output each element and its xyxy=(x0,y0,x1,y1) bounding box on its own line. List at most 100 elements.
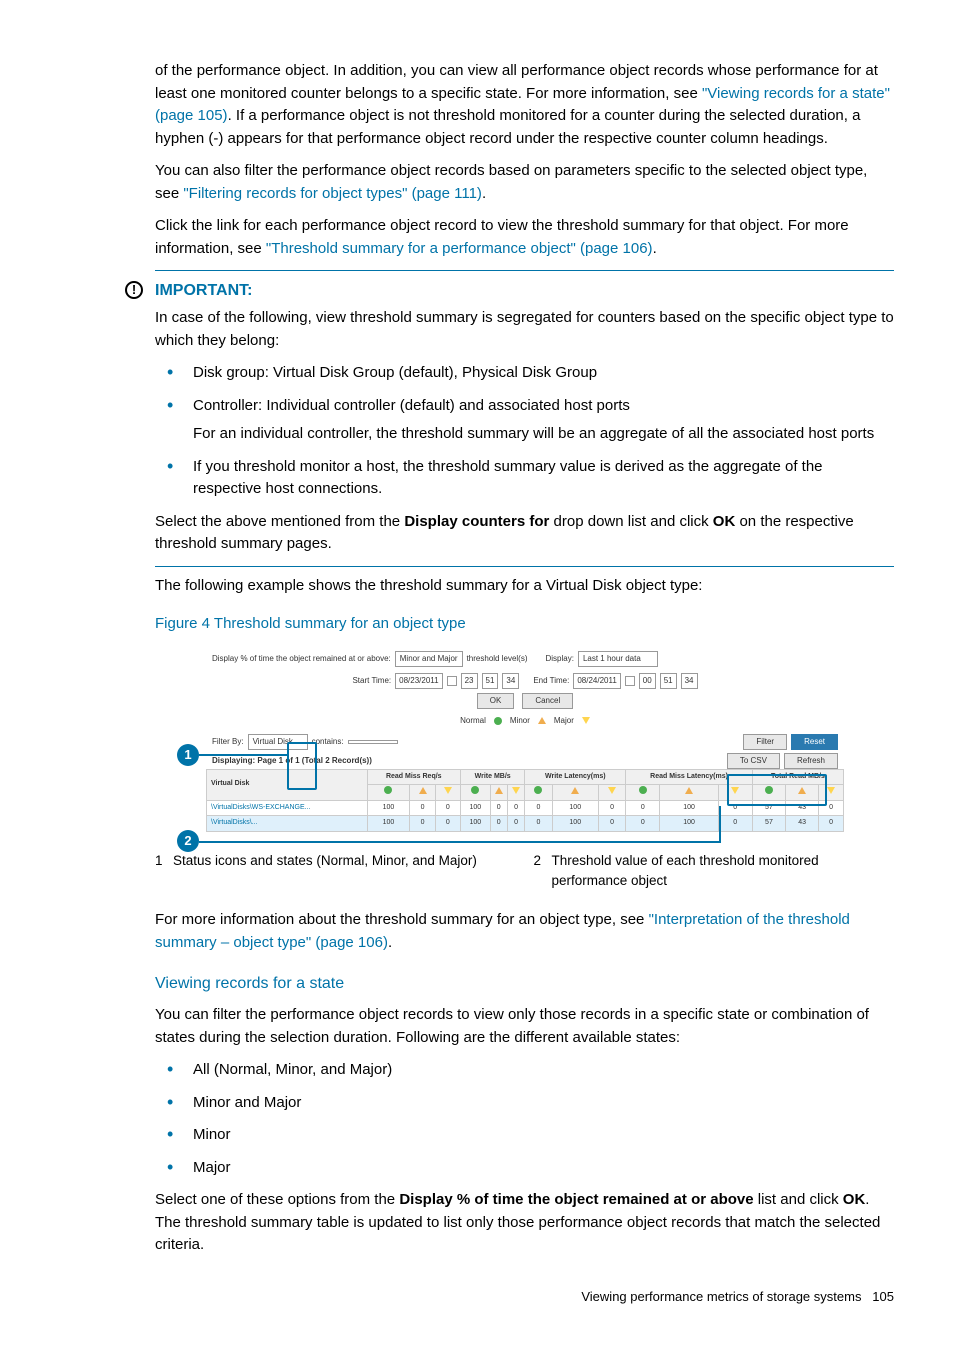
legend-num: 2 xyxy=(534,851,546,892)
paragraph: Select one of these options from the Dis… xyxy=(155,1189,894,1257)
select[interactable]: Minor and Major xyxy=(395,651,463,667)
cell: 43 xyxy=(786,816,819,832)
time-input[interactable]: 34 xyxy=(502,673,519,689)
refresh-button[interactable]: Refresh xyxy=(784,753,838,769)
normal-icon xyxy=(494,717,502,725)
cell: 0 xyxy=(718,816,752,832)
legend-minor: Minor xyxy=(510,715,530,727)
ok-button[interactable]: OK xyxy=(477,693,515,709)
filter-select[interactable]: Virtual Disk xyxy=(248,734,308,750)
col-group: Total Read MB/s xyxy=(752,769,843,785)
paragraph: You can filter the performance object re… xyxy=(155,1004,894,1049)
cell: 0 xyxy=(819,816,844,832)
list-item: Controller: Individual controller (defau… xyxy=(155,395,894,446)
cell: 0 xyxy=(718,800,752,816)
text: For more information about the threshold… xyxy=(155,911,649,928)
text: list and click xyxy=(754,1191,843,1208)
link-filtering-records[interactable]: "Filtering records for object types" (pa… xyxy=(183,185,482,202)
list-item: Major xyxy=(155,1157,894,1180)
cell: 0 xyxy=(525,800,552,816)
normal-icon xyxy=(639,786,647,794)
cell: 0 xyxy=(490,800,507,816)
text: Controller: Individual controller (defau… xyxy=(193,397,630,414)
divider xyxy=(155,270,894,271)
callout-line xyxy=(199,754,287,756)
states-list: All (Normal, Minor, and Major) Minor and… xyxy=(155,1059,894,1179)
cell: 57 xyxy=(752,816,785,832)
cell: 0 xyxy=(525,816,552,832)
paragraph: of the performance object. In addition, … xyxy=(155,60,894,150)
filter-button[interactable]: Filter xyxy=(743,734,787,750)
paragraph: Select the above mentioned from the Disp… xyxy=(155,511,894,556)
cell: 0 xyxy=(435,800,460,816)
cell: 0 xyxy=(435,816,460,832)
csv-button[interactable]: To CSV xyxy=(727,753,780,769)
time-input[interactable]: 51 xyxy=(660,673,677,689)
normal-icon xyxy=(471,786,479,794)
label: Display % of time the object remained at… xyxy=(212,653,391,665)
callout-2: 2 xyxy=(177,830,199,852)
page-footer: Viewing performance metrics of storage s… xyxy=(60,1287,894,1307)
cell: 100 xyxy=(461,800,491,816)
label: Start Time: xyxy=(352,675,391,687)
contains-input[interactable] xyxy=(348,740,398,744)
figure-threshold-summary: 1 2 Display % of time the object remaine… xyxy=(205,646,845,833)
reset-button[interactable]: Reset xyxy=(791,734,838,750)
time-input[interactable]: 23 xyxy=(461,673,478,689)
minor-icon xyxy=(798,787,806,794)
major-icon xyxy=(582,717,590,724)
paragraph: For more information about the threshold… xyxy=(155,909,894,954)
date-input[interactable]: 08/23/2011 xyxy=(395,673,442,689)
important-intro: In case of the following, view threshold… xyxy=(155,307,894,352)
link-threshold-summary[interactable]: "Threshold summary for a performance obj… xyxy=(266,240,653,257)
col-group: Write MB/s xyxy=(461,769,525,785)
label: threshold level(s) xyxy=(467,653,528,665)
cell: 100 xyxy=(552,816,598,832)
major-icon xyxy=(608,787,616,794)
calendar-icon[interactable] xyxy=(447,676,457,686)
row-link[interactable]: \VirtualDisks\WS-EXCHANGE... xyxy=(207,800,368,816)
major-icon xyxy=(512,787,520,794)
table-row: \VirtualDisks\WS-EXCHANGE...100001000001… xyxy=(207,800,844,816)
list-item: Minor and Major xyxy=(155,1092,894,1115)
cell: 0 xyxy=(819,800,844,816)
minor-icon xyxy=(538,717,546,724)
row-link[interactable]: \VirtualDisks\... xyxy=(207,816,368,832)
cell: 100 xyxy=(660,816,718,832)
important-icon: ! xyxy=(125,281,143,299)
legend-num: 1 xyxy=(155,851,167,892)
paragraph: You can also filter the performance obje… xyxy=(155,160,894,205)
label: Filter By: xyxy=(212,736,244,748)
cell: 100 xyxy=(552,800,598,816)
minor-icon xyxy=(571,787,579,794)
figure-title: Figure 4 Threshold summary for an object… xyxy=(155,613,894,636)
figure-legend: 1Status icons and states (Normal, Minor,… xyxy=(155,851,894,892)
important-block: ! IMPORTANT: In case of the following, v… xyxy=(60,279,894,556)
cell: 0 xyxy=(410,800,435,816)
page-number: 105 xyxy=(872,1289,894,1304)
bold-text: OK xyxy=(713,513,736,530)
text: . If a performance object is not thresho… xyxy=(155,107,860,147)
list-item: All (Normal, Minor, and Major) xyxy=(155,1059,894,1082)
callout-line xyxy=(719,806,721,843)
main-content: of the performance object. In addition, … xyxy=(155,60,894,260)
bold-text: Display % of time the object remained at… xyxy=(399,1191,753,1208)
legend-text: Status icons and states (Normal, Minor, … xyxy=(173,851,477,892)
text: For an individual controller, the thresh… xyxy=(193,423,894,446)
text: . xyxy=(653,240,657,257)
legend-text: Threshold value of each threshold monito… xyxy=(552,851,895,892)
select[interactable]: Last 1 hour data xyxy=(578,651,658,667)
time-input[interactable]: 00 xyxy=(639,673,656,689)
cell: 100 xyxy=(660,800,718,816)
date-input[interactable]: 08/24/2011 xyxy=(573,673,620,689)
col-group: Read Miss Req/s xyxy=(367,769,461,785)
calendar-icon[interactable] xyxy=(625,676,635,686)
time-input[interactable]: 34 xyxy=(681,673,698,689)
major-icon xyxy=(731,787,739,794)
cancel-button[interactable]: Cancel xyxy=(522,693,573,709)
normal-icon xyxy=(765,786,773,794)
threshold-table: Virtual Disk Read Miss Req/s Write MB/s … xyxy=(206,769,844,832)
label: Display: xyxy=(546,653,574,665)
col-header: Virtual Disk xyxy=(207,769,368,800)
time-input[interactable]: 51 xyxy=(482,673,499,689)
